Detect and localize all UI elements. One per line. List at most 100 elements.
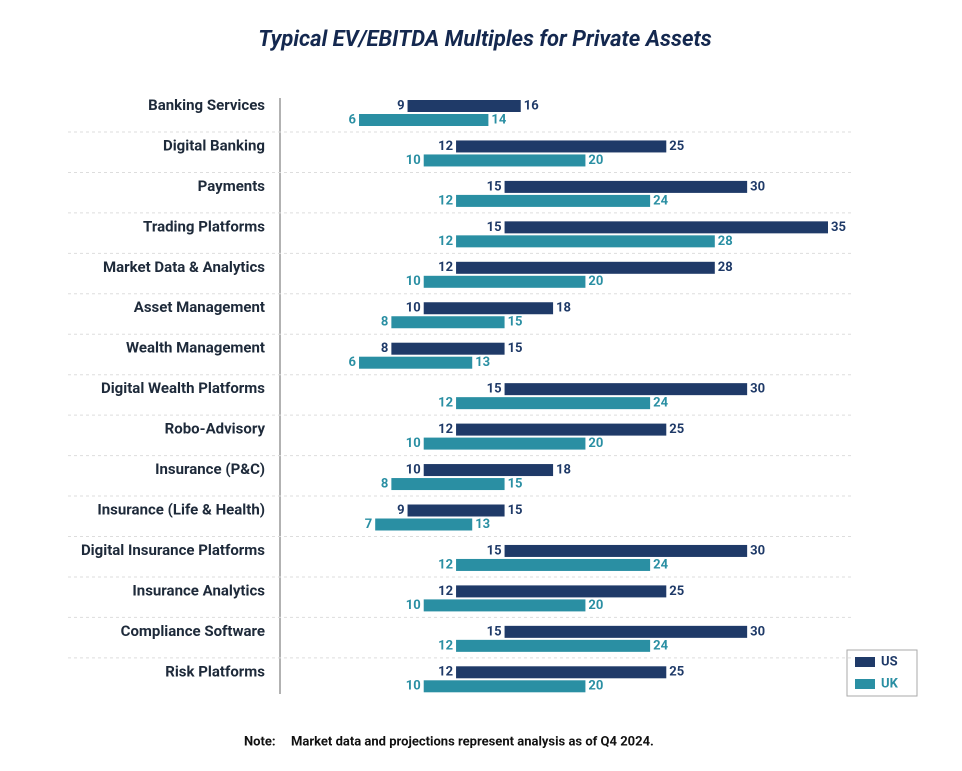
high-label: 24	[653, 557, 668, 572]
range-bar	[359, 114, 489, 126]
high-label: 15	[508, 341, 523, 356]
range-bar	[391, 342, 505, 355]
high-label: 28	[718, 260, 733, 275]
low-label: 12	[438, 234, 453, 249]
high-label: 18	[556, 462, 571, 477]
low-label: 12	[438, 396, 453, 411]
note-text: Market data and projections represent an…	[291, 734, 654, 749]
high-label: 28	[718, 234, 733, 249]
low-label: 12	[438, 557, 453, 572]
range-bar	[456, 423, 667, 436]
low-label: 12	[438, 638, 453, 653]
range-bar	[456, 194, 651, 207]
range-bar	[456, 140, 667, 153]
high-label: 15	[508, 503, 523, 518]
low-label: 10	[406, 301, 421, 316]
high-label: 20	[588, 274, 603, 289]
low-label: 15	[487, 543, 502, 558]
category-label: Payments	[198, 177, 266, 195]
legend-label: UK	[881, 676, 899, 691]
category-label: Trading Platforms	[143, 217, 265, 235]
high-label: 20	[588, 679, 603, 694]
range-bar	[456, 261, 715, 274]
range-bar	[407, 100, 521, 112]
range-bar	[504, 544, 748, 557]
category-label: Market Data & Analytics	[103, 258, 265, 276]
low-label: 12	[438, 584, 453, 599]
high-label: 20	[588, 436, 603, 451]
category-label: Digital Wealth Platforms	[101, 379, 265, 397]
range-bar	[504, 625, 748, 638]
high-label: 20	[588, 153, 603, 168]
range-bar	[391, 316, 505, 329]
high-label: 30	[750, 179, 765, 194]
low-label: 6	[349, 355, 357, 370]
legend-label: US	[881, 654, 898, 669]
range-bar	[504, 383, 748, 396]
low-label: 10	[406, 598, 421, 613]
category-label: Insurance (P&C)	[155, 460, 265, 478]
low-label: 10	[406, 679, 421, 694]
low-label: 6	[349, 112, 357, 127]
low-label: 10	[406, 153, 421, 168]
low-label: 12	[438, 422, 453, 437]
range-bar	[456, 585, 667, 598]
high-label: 25	[669, 139, 684, 154]
range-bar	[423, 437, 586, 450]
low-label: 12	[438, 260, 453, 275]
range-bar	[456, 397, 651, 410]
high-label: 13	[475, 355, 490, 370]
high-label: 20	[588, 598, 603, 613]
high-label: 13	[475, 517, 490, 532]
low-label: 7	[365, 517, 372, 532]
range-bar	[391, 478, 505, 491]
high-label: 24	[653, 396, 668, 411]
category-label: Robo-Advisory	[165, 420, 266, 438]
category-label: Wealth Management	[126, 339, 265, 357]
legend-swatch	[855, 679, 875, 689]
high-label: 24	[653, 638, 668, 653]
high-label: 15	[508, 315, 523, 330]
range-bar	[407, 504, 505, 517]
low-label: 15	[487, 382, 502, 397]
low-label: 8	[381, 476, 388, 491]
low-label: 9	[397, 503, 404, 518]
range-bar	[423, 154, 586, 167]
low-label: 8	[381, 315, 388, 330]
range-bar	[375, 518, 473, 531]
low-label: 12	[438, 193, 453, 208]
category-label: Compliance Software	[121, 622, 265, 640]
high-label: 18	[556, 301, 571, 316]
high-label: 15	[508, 476, 523, 491]
range-bar	[456, 639, 651, 652]
range-bar	[504, 180, 748, 193]
range-bar	[423, 599, 586, 612]
range-bar	[504, 221, 828, 234]
high-label: 30	[750, 382, 765, 397]
high-label: 25	[669, 584, 684, 599]
range-bar	[359, 356, 473, 369]
low-label: 8	[381, 341, 388, 356]
category-label: Risk Platforms	[165, 662, 265, 680]
range-bar	[423, 302, 554, 315]
high-label: 30	[750, 543, 765, 558]
range-bar	[423, 275, 586, 288]
category-label: Banking Services	[148, 96, 265, 114]
low-label: 12	[438, 139, 453, 154]
low-label: 15	[487, 220, 502, 235]
low-label: 15	[487, 179, 502, 194]
high-label: 24	[653, 193, 668, 208]
category-label: Asset Management	[134, 298, 265, 316]
high-label: 35	[831, 220, 846, 235]
range-bar	[456, 666, 667, 679]
low-label: 10	[406, 274, 421, 289]
range-bar	[423, 464, 554, 477]
high-label: 14	[491, 112, 506, 127]
low-label: 10	[406, 462, 421, 477]
high-label: 25	[669, 665, 684, 680]
low-label: 15	[487, 624, 502, 639]
low-label: 12	[438, 665, 453, 680]
high-label: 16	[524, 98, 539, 113]
low-label: 10	[406, 436, 421, 451]
note-label: Note:	[244, 734, 276, 749]
